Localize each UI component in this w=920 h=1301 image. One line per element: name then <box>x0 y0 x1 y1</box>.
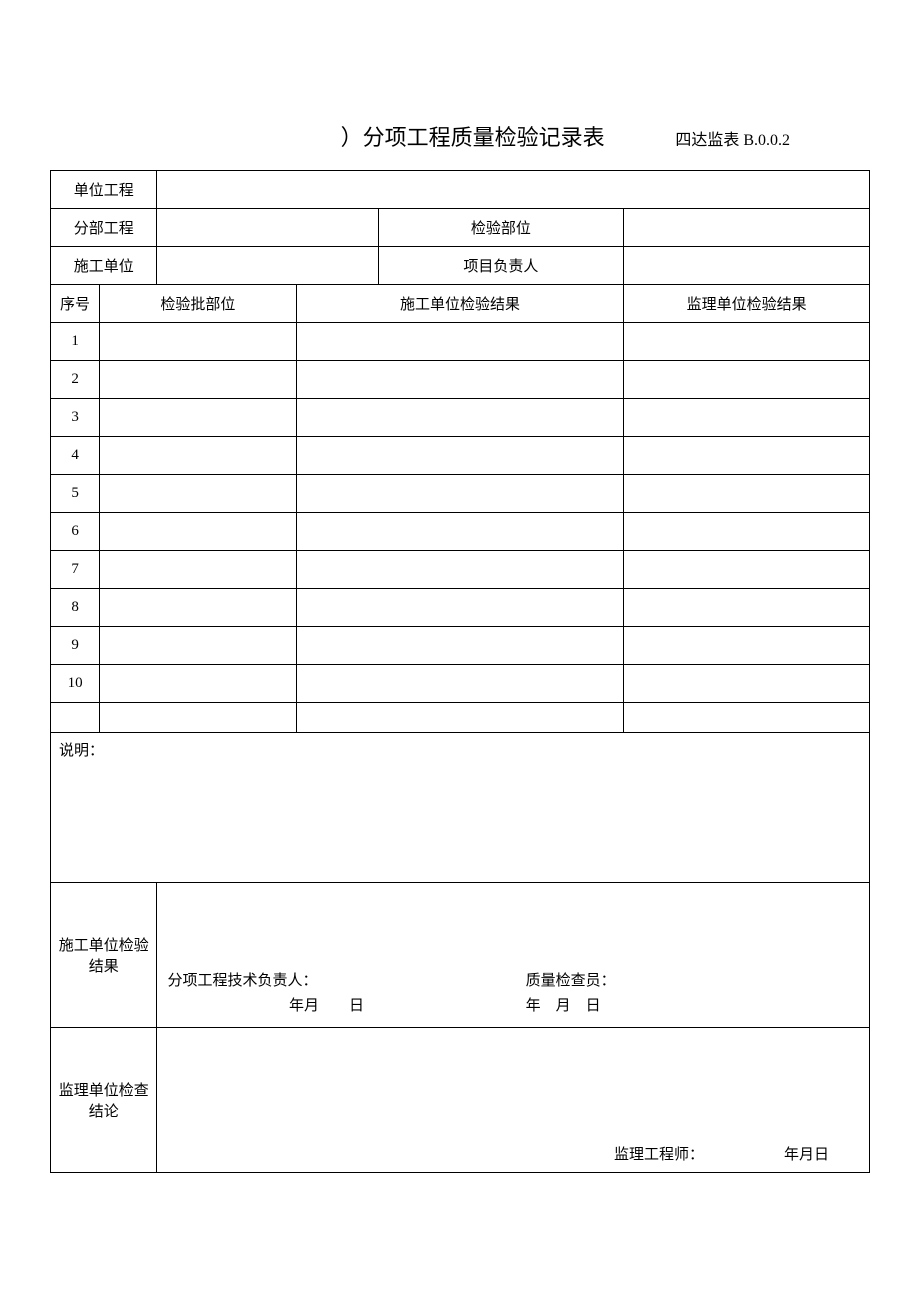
table-row-blank <box>51 703 870 733</box>
form-code: 四达监表 B.0.0.2 <box>675 126 790 150</box>
cell-seq: 6 <box>51 513 100 551</box>
table-row: 10 <box>51 665 870 703</box>
table-row: 6 <box>51 513 870 551</box>
label-inspect-part: 检验部位 <box>378 209 624 247</box>
cell-note: 说明： <box>51 733 870 883</box>
cell-construction-signoff: 分项工程技术负责人： 质量检查员： 年月 日 年 月 日 <box>157 883 870 1028</box>
row-note: 说明： <box>51 733 870 883</box>
table-row: 3 <box>51 399 870 437</box>
cell-seq-blank <box>51 703 100 733</box>
table-row: 2 <box>51 361 870 399</box>
cell-batch <box>100 665 297 703</box>
label-responsible: 项目负责人 <box>378 247 624 285</box>
cell-seq: 10 <box>51 665 100 703</box>
cell-construction-result <box>296 399 624 437</box>
cell-supervision-signoff: 监理工程师： 年月日 <box>157 1028 870 1173</box>
cell-supervision-result <box>624 361 870 399</box>
cell-construction-result <box>296 475 624 513</box>
date-line-1: 年月 日 年 月 日 <box>167 994 859 1015</box>
header-seq: 序号 <box>51 285 100 323</box>
cell-construction-result <box>296 551 624 589</box>
cell-supervision-result <box>624 323 870 361</box>
label-note: 说明： <box>59 743 104 759</box>
date-tech-head: 年月 日 <box>289 998 364 1014</box>
cell-supervision-result <box>624 399 870 437</box>
cell-batch <box>100 323 297 361</box>
label-tech-head: 分项工程技术负责人： <box>167 969 485 990</box>
cell-seq: 9 <box>51 627 100 665</box>
cell-supervision-result <box>624 665 870 703</box>
title-row: ）分项工程质量检验记录表 四达监表 B.0.0.2 <box>50 120 870 152</box>
cell-seq: 3 <box>51 399 100 437</box>
table-row: 9 <box>51 627 870 665</box>
header-supervision-result: 监理单位检验结果 <box>624 285 870 323</box>
cell-construction-result <box>296 627 624 665</box>
cell-construction-result <box>296 589 624 627</box>
cell-supervision-result <box>624 437 870 475</box>
cell-batch <box>100 513 297 551</box>
cell-construction-result <box>296 513 624 551</box>
cell-supervision-result <box>624 475 870 513</box>
header-batch-part: 检验批部位 <box>100 285 297 323</box>
row-division-project: 分部工程 检验部位 <box>51 209 870 247</box>
row-construction-unit: 施工单位 项目负责人 <box>51 247 870 285</box>
cell-supervision-result <box>624 551 870 589</box>
label-supervision-conclusion: 监理单位检查结论 <box>51 1028 157 1173</box>
label-supervisor: 监理工程师： <box>614 1143 704 1164</box>
cell-seq: 8 <box>51 589 100 627</box>
signature-line-1: 分项工程技术负责人： 质量检查员： <box>167 969 859 990</box>
cell-batch <box>100 551 297 589</box>
label-construction-unit-result: 施工单位检验结果 <box>51 883 157 1028</box>
signature-line-2: 监理工程师： 年月日 <box>167 1143 859 1164</box>
row-unit-project: 单位工程 <box>51 171 870 209</box>
cell-seq: 4 <box>51 437 100 475</box>
cell-seq: 5 <box>51 475 100 513</box>
row-table-header: 序号 检验批部位 施工单位检验结果 监理单位检验结果 <box>51 285 870 323</box>
value-responsible <box>624 247 870 285</box>
cell-construction-result <box>296 323 624 361</box>
cell-batch <box>100 703 297 733</box>
date-supervisor: 年月日 <box>784 1143 829 1164</box>
row-supervision-conclusion-block: 监理单位检查结论 监理工程师： 年月日 <box>51 1028 870 1173</box>
header-construction-result: 施工单位检验结果 <box>296 285 624 323</box>
cell-supervision-result <box>624 513 870 551</box>
value-inspect-part <box>624 209 870 247</box>
date-inspector: 年 月 日 <box>526 998 601 1014</box>
cell-batch <box>100 589 297 627</box>
cell-construction-result <box>296 665 624 703</box>
cell-batch <box>100 437 297 475</box>
page-title: ）分项工程质量检验记录表 <box>130 120 675 152</box>
table-row: 7 <box>51 551 870 589</box>
cell-seq: 7 <box>51 551 100 589</box>
cell-construction-result <box>296 703 624 733</box>
label-unit-project: 单位工程 <box>51 171 157 209</box>
table-row: 5 <box>51 475 870 513</box>
label-construction-unit: 施工单位 <box>51 247 157 285</box>
cell-batch <box>100 475 297 513</box>
inspection-form-table: 单位工程 分部工程 检验部位 施工单位 项目负责人 序号 检验批部位 施工单位检… <box>50 170 870 1173</box>
value-division-project <box>157 209 378 247</box>
cell-batch <box>100 627 297 665</box>
label-division-project: 分部工程 <box>51 209 157 247</box>
cell-supervision-result <box>624 627 870 665</box>
row-construction-result-block: 施工单位检验结果 分项工程技术负责人： 质量检查员： 年月 日 年 月 日 <box>51 883 870 1028</box>
label-quality-inspector: 质量检查员： <box>526 969 616 990</box>
cell-seq: 2 <box>51 361 100 399</box>
cell-batch <box>100 399 297 437</box>
cell-construction-result <box>296 437 624 475</box>
table-row: 8 <box>51 589 870 627</box>
cell-construction-result <box>296 361 624 399</box>
cell-seq: 1 <box>51 323 100 361</box>
value-unit-project <box>157 171 870 209</box>
cell-supervision-result <box>624 703 870 733</box>
cell-supervision-result <box>624 589 870 627</box>
table-row: 1 <box>51 323 870 361</box>
value-construction-unit <box>157 247 378 285</box>
cell-batch <box>100 361 297 399</box>
table-row: 4 <box>51 437 870 475</box>
